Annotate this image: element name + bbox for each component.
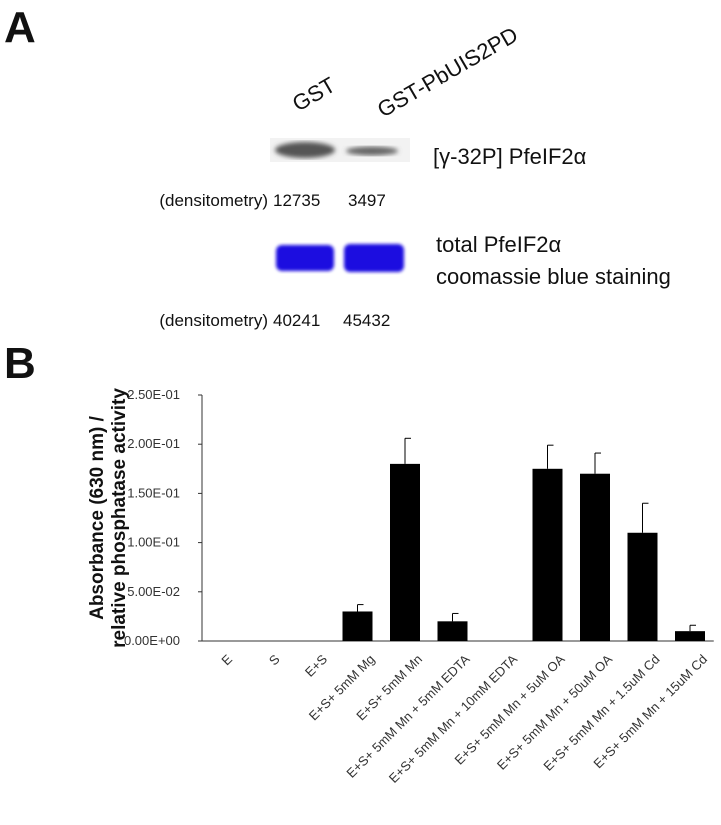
bar <box>342 611 373 641</box>
y-tick-label: 2.00E-01 <box>127 436 180 451</box>
densitometry-label: (densitometry) <box>159 311 268 330</box>
densitometry-label: (densitometry) <box>159 191 268 210</box>
error-bar <box>547 444 554 469</box>
lane-label: GST <box>288 72 340 116</box>
error-bar <box>404 437 411 464</box>
y-tick-label: 0.00E+00 <box>124 633 180 648</box>
densitometry-value: 3497 <box>348 191 386 210</box>
blot <box>270 138 410 272</box>
densitometry-value: 40241 <box>273 311 320 330</box>
error-bar <box>357 604 364 612</box>
bar <box>437 621 468 641</box>
panel-label: B <box>4 339 36 388</box>
error-bar <box>642 502 649 533</box>
densitometry-value: 12735 <box>273 191 320 210</box>
x-tick-label: E <box>218 651 235 668</box>
x-tick-label: S <box>266 651 283 668</box>
y-axis-label: Absorbance (630 nm) / <box>87 415 108 619</box>
y-tick-label: 1.50E-01 <box>127 485 180 500</box>
row-label: coomassie blue staining <box>436 264 671 289</box>
error-bar <box>452 612 459 622</box>
densitometry-value: 45432 <box>343 311 390 330</box>
lane-label: GST-PbUIS2PD <box>373 22 522 123</box>
bar <box>532 468 563 641</box>
y-tick-label: 1.00E-01 <box>127 535 180 550</box>
panel-label: A <box>4 3 36 52</box>
y-tick-label: 5.00E-02 <box>127 584 180 599</box>
bar <box>390 463 420 641</box>
row-label: [γ-32P] PfeIF2α <box>433 144 587 169</box>
bar <box>627 532 658 641</box>
y-axis-label: relative phosphatase activity <box>109 388 130 648</box>
y-tick-label: 2.50E-01 <box>127 387 180 402</box>
error-bar <box>594 452 601 474</box>
bar <box>675 631 705 641</box>
x-tick-label: E+S <box>302 651 330 679</box>
row-label: total PfeIF2α <box>436 232 562 257</box>
error-bar <box>689 624 696 632</box>
bar <box>580 473 610 641</box>
